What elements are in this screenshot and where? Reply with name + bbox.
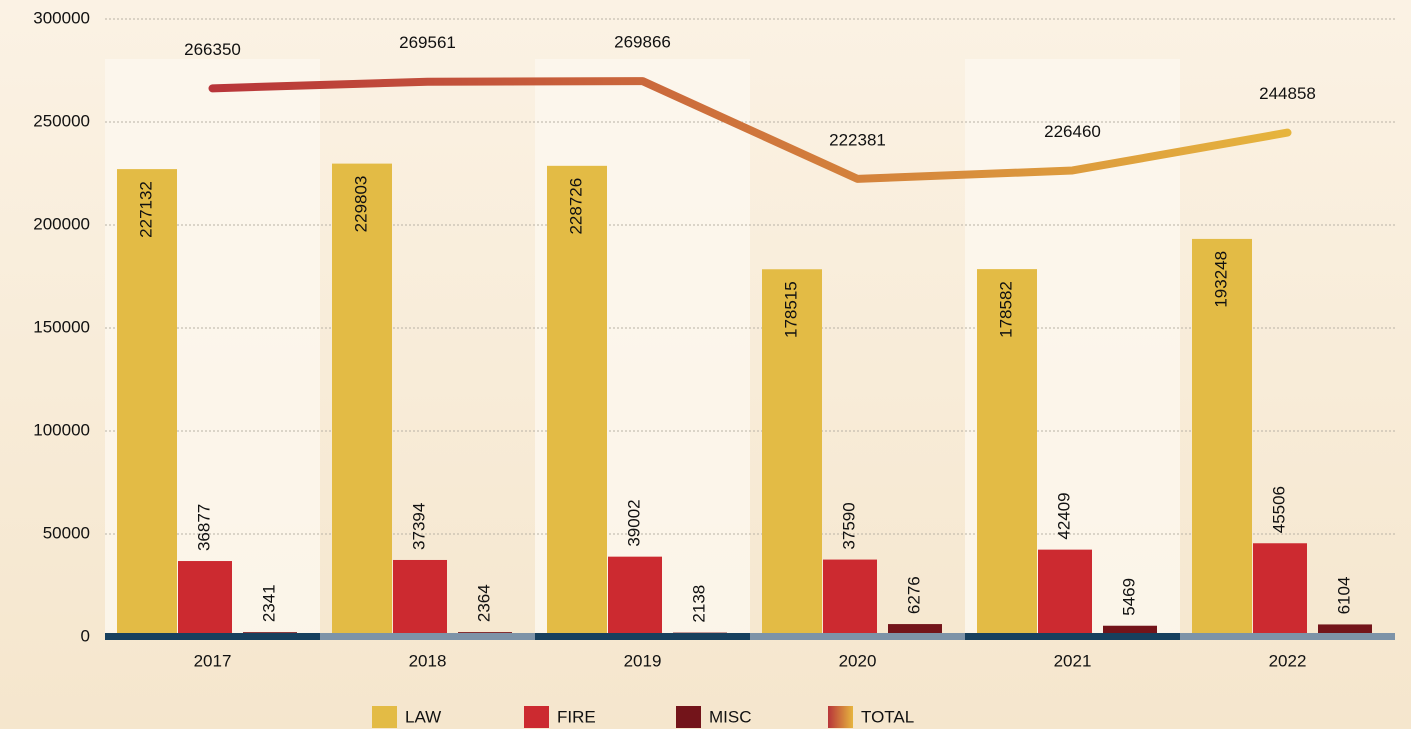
value-label: 228726 <box>566 178 585 235</box>
legend-swatch <box>372 706 397 728</box>
y-tick-label: 250000 <box>33 111 90 130</box>
value-label: 178582 <box>996 281 1015 338</box>
value-label: 5469 <box>1119 578 1138 616</box>
axis-strip <box>1180 633 1395 640</box>
y-tick-label: 150000 <box>33 317 90 336</box>
y-tick-label: 50000 <box>43 523 90 542</box>
y-tick-label: 300000 <box>33 8 90 27</box>
axis-strip <box>965 633 1180 640</box>
bar <box>332 163 392 637</box>
value-label: 6104 <box>1334 577 1353 615</box>
x-tick-label: 2017 <box>194 651 232 670</box>
value-label: 37394 <box>409 503 428 550</box>
x-tick-label: 2019 <box>624 651 662 670</box>
legend-label: LAW <box>405 707 441 726</box>
value-label: 269561 <box>399 33 456 52</box>
value-label: 6276 <box>904 576 923 614</box>
x-tick-label: 2021 <box>1054 651 1092 670</box>
value-label: 2138 <box>689 585 708 623</box>
bar <box>1038 549 1092 637</box>
value-label: 36877 <box>194 504 213 551</box>
value-label: 2341 <box>259 584 278 622</box>
axis-strip <box>320 633 535 640</box>
bar <box>393 559 447 637</box>
value-label: 229803 <box>351 176 370 233</box>
legend-label: MISC <box>709 707 752 726</box>
y-tick-label: 200000 <box>33 214 90 233</box>
legend-swatch <box>676 706 701 728</box>
value-label: 42409 <box>1054 492 1073 539</box>
bar <box>1253 543 1307 637</box>
bar <box>1192 238 1252 637</box>
value-label: 266350 <box>184 40 241 59</box>
value-label: 2364 <box>474 584 493 622</box>
value-label: 178515 <box>781 281 800 338</box>
value-label: 45506 <box>1269 486 1288 533</box>
bar <box>762 269 822 637</box>
legend-swatch <box>524 706 549 728</box>
x-tick-label: 2018 <box>409 651 447 670</box>
bar <box>547 165 607 637</box>
axis-strip <box>750 633 965 640</box>
value-label: 193248 <box>1211 251 1230 308</box>
bar <box>117 169 177 637</box>
x-tick-label: 2020 <box>839 651 877 670</box>
legend-label: FIRE <box>557 707 596 726</box>
value-label: 226460 <box>1044 122 1101 141</box>
bar <box>178 561 232 637</box>
value-label: 39002 <box>624 499 643 546</box>
legend-swatch <box>828 706 853 728</box>
x-tick-label: 2022 <box>1269 651 1307 670</box>
value-label: 227132 <box>136 181 155 238</box>
axis-strip <box>535 633 750 640</box>
bar <box>1103 625 1157 637</box>
legend-label: TOTAL <box>861 707 914 726</box>
value-label: 244858 <box>1259 84 1316 103</box>
value-label: 222381 <box>829 130 886 149</box>
value-label: 37590 <box>839 502 858 549</box>
bar <box>977 269 1037 637</box>
bar <box>608 556 662 637</box>
line <box>208 77 1292 183</box>
y-tick-label: 100000 <box>33 420 90 439</box>
value-label: 269866 <box>614 33 671 52</box>
y-tick-label: 0 <box>81 626 90 645</box>
axis-strip <box>105 633 320 640</box>
bar <box>823 559 877 637</box>
